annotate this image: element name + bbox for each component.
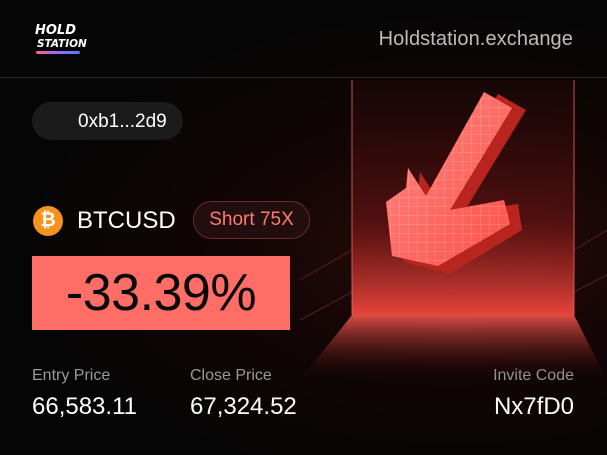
- wallet-avatar: [44, 114, 58, 128]
- wallet-address: 0xb1...2d9: [78, 111, 167, 132]
- close-price-value: 67,324.52: [190, 393, 297, 420]
- site-url: Holdstation.exchange: [378, 28, 573, 50]
- close-price-label: Close Price: [190, 367, 272, 384]
- pnl-percentage: -33.39%: [32, 256, 290, 330]
- entry-price-label: Entry Price: [32, 367, 111, 384]
- down-arrow-icon: [300, 80, 607, 380]
- side-leverage-badge: Short 75X: [193, 201, 310, 239]
- invite-code-value: Nx7fD0: [493, 393, 574, 420]
- holdstation-logo: HOLD STATION: [35, 23, 87, 54]
- entry-price-value: 66,583.11: [32, 393, 137, 420]
- svg-text:STATION: STATION: [37, 38, 87, 50]
- pair-name: BTCUSD: [77, 207, 176, 234]
- wallet-address-pill: 0xb1...2d9: [32, 102, 183, 140]
- header-bar: HOLD STATION Holdstation.exchange: [0, 0, 607, 78]
- bitcoin-icon: ₿: [33, 206, 63, 236]
- svg-text:HOLD: HOLD: [35, 23, 76, 38]
